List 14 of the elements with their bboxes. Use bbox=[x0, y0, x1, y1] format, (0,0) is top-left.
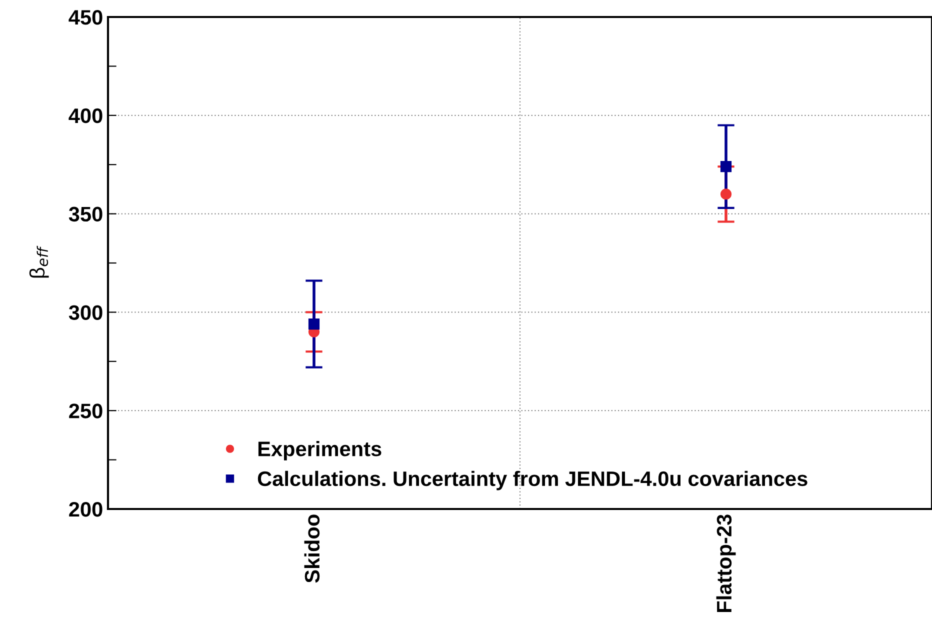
x-tick-label: Skidoo bbox=[304, 514, 320, 583]
y-tick-label: 300 bbox=[68, 305, 102, 320]
point bbox=[308, 318, 320, 330]
point bbox=[720, 161, 732, 172]
x-tick-label: Flattop-23 bbox=[716, 514, 736, 612]
y-tick-label: 400 bbox=[68, 108, 102, 124]
legend-label: Calculations. Uncertainty from JENDL-4.0u covariances bbox=[258, 470, 808, 490]
y-tick-label: 350 bbox=[68, 206, 102, 222]
legend-label: Experiments bbox=[258, 440, 382, 460]
y-axis-title: β$_{eff}$ bbox=[29, 246, 49, 278]
y-tick-label: 250 bbox=[69, 404, 102, 418]
y-tick-label: 450 bbox=[68, 10, 102, 25]
y-tick-label: 200 bbox=[69, 502, 102, 517]
point bbox=[720, 188, 732, 200]
